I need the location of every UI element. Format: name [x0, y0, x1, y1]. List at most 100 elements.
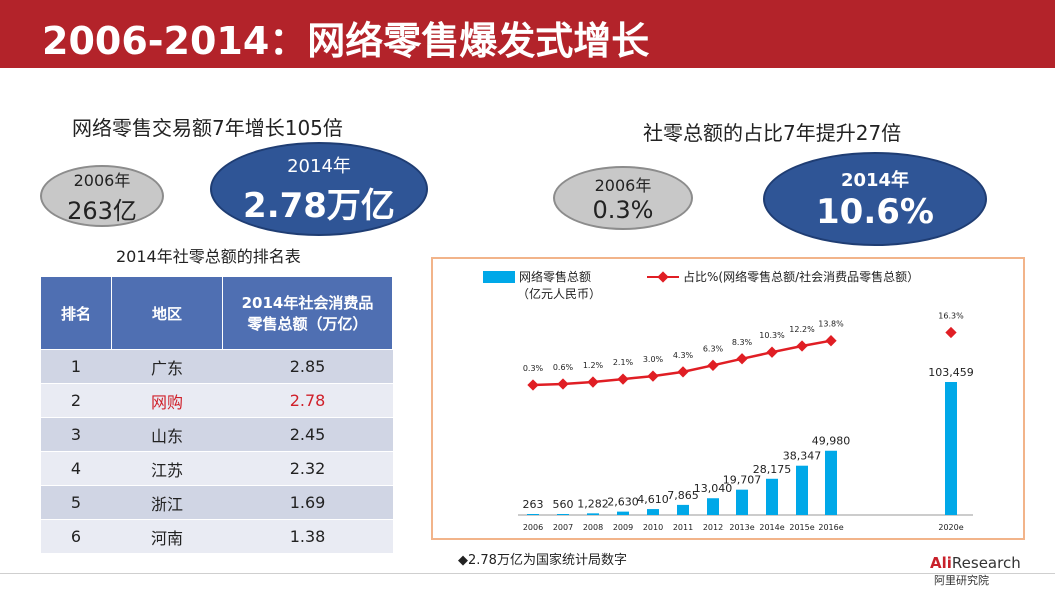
- bar: [527, 514, 539, 515]
- table-title: 2014年社零总额的排名表: [116, 247, 301, 266]
- share-point: [587, 376, 599, 388]
- bottom-divider: [0, 573, 1055, 574]
- share-value-label: 6.3%: [703, 344, 724, 353]
- share-point: [677, 366, 689, 378]
- share-value-label: 1.2%: [583, 361, 604, 370]
- header-value-text: 2014年社会消费品零售总额（万亿）: [241, 294, 374, 333]
- row-rank: 5: [40, 485, 112, 520]
- bar: [677, 504, 689, 515]
- logo-research: Research: [951, 554, 1021, 572]
- header-value: 2014年社会消费品零售总额（万亿）: [222, 276, 393, 350]
- legend-bar-unit: （亿元人民币）: [517, 286, 601, 301]
- footnote: ◆2.78万亿为国家统计局数字: [458, 553, 627, 568]
- logo-top: AliResearch: [930, 554, 1040, 572]
- row-value: 2.85: [222, 349, 393, 384]
- left-grey-year: 2006年: [73, 170, 131, 190]
- right-heading: 社零总额的占比7年提升27倍: [643, 121, 902, 145]
- share-value-label: 10.3%: [759, 331, 785, 340]
- bar-value-label: 38,347: [783, 450, 822, 463]
- x-tick-label: 2011: [673, 523, 693, 532]
- combo-chart: 网络零售总额 （亿元人民币） 占比%(网络零售总额/社会消费品零售总额） 263 200…: [483, 269, 974, 532]
- row-region: 浙江: [111, 485, 223, 520]
- bar: [825, 450, 837, 515]
- table-row: 4 江苏 2.32: [40, 451, 393, 486]
- bar-value-label: 103,459: [928, 366, 974, 379]
- share-line: [532, 339, 832, 387]
- bar: [647, 509, 659, 515]
- row-rank: 4: [40, 451, 112, 486]
- header-rank: 排名: [40, 276, 112, 350]
- bar: [945, 382, 957, 515]
- bar: [557, 514, 569, 515]
- share-value-label: 8.3%: [732, 338, 753, 347]
- row-rank: 3: [40, 417, 112, 452]
- left-blue-value: 2.78万亿: [243, 185, 395, 226]
- left-blue-year: 2014年: [287, 155, 351, 177]
- share-value-label: 13.8%: [818, 320, 844, 329]
- share-value-label: 0.6%: [553, 363, 574, 372]
- x-tick-label: 2020e: [938, 523, 963, 532]
- x-tick-label: 2006: [523, 523, 543, 532]
- right-grey-year: 2006年: [594, 176, 652, 195]
- x-tick-label: 2010: [643, 523, 663, 532]
- chart-panel: 网络零售总额 （亿元人民币） 占比%(网络零售总额/社会消费品零售总额） 263 200…: [431, 257, 1025, 540]
- right-grey-ellipse: 2006年 0.3%: [553, 166, 693, 230]
- bar: [736, 489, 748, 515]
- x-tick-label: 2015e: [789, 523, 814, 532]
- bar: [587, 513, 599, 515]
- row-value: 2.32: [222, 451, 393, 486]
- x-tick-label: 2016e: [818, 523, 843, 532]
- row-rank: 1: [40, 349, 112, 384]
- bar-value-label: 49,980: [812, 435, 851, 448]
- x-tick-label: 2007: [553, 523, 573, 532]
- x-tick-label: 2009: [613, 523, 633, 532]
- bar: [707, 498, 719, 515]
- bar-value-label: 2,630: [607, 496, 639, 509]
- x-tick-label: 2008: [583, 523, 603, 532]
- table-row: 3 山东 2.45: [40, 417, 393, 452]
- row-rank: 6: [40, 519, 112, 554]
- row-region: 网购: [111, 383, 223, 418]
- share-point: [766, 346, 778, 358]
- share-point: [825, 335, 837, 347]
- share-point: [707, 359, 719, 371]
- share-point: [945, 326, 957, 339]
- header-region: 地区: [111, 276, 223, 350]
- left-grey-value: 263亿: [67, 196, 137, 225]
- share-point: [796, 340, 808, 352]
- bar-value-label: 4,610: [637, 493, 669, 506]
- legend-bar-swatch: [483, 271, 515, 283]
- aliresearch-logo: AliResearch 阿里研究院: [930, 554, 1040, 590]
- right-blue-year: 2014年: [840, 170, 910, 191]
- x-tick-label: 2013e: [729, 523, 754, 532]
- bar: [766, 478, 778, 515]
- right-blue-value: 10.6%: [816, 192, 934, 232]
- legend-bar-label: 网络零售总额: [519, 269, 591, 284]
- share-point: [647, 370, 659, 382]
- share-value-label: 4.3%: [673, 351, 694, 360]
- share-value-label: 3.0%: [643, 355, 664, 364]
- bar: [617, 511, 629, 515]
- row-value: 2.78: [222, 383, 393, 418]
- left-heading: 网络零售交易额7年增长105倍: [72, 116, 343, 140]
- share-value-label: 16.3%: [938, 312, 964, 321]
- bar: [796, 465, 808, 515]
- legend-line-marker: [657, 271, 669, 283]
- row-region: 山东: [111, 417, 223, 452]
- share-point: [527, 379, 539, 391]
- row-region: 河南: [111, 519, 223, 554]
- table-row: 2 网购 2.78: [40, 383, 393, 418]
- bar-value-label: 263: [523, 498, 544, 511]
- share-value-label: 0.3%: [523, 364, 544, 373]
- share-point: [557, 378, 569, 390]
- bar-value-label: 1,282: [577, 497, 609, 510]
- share-value-label: 2.1%: [613, 358, 634, 367]
- right-grey-value: 0.3%: [592, 196, 654, 224]
- bar-value-label: 13,040: [694, 482, 733, 495]
- table-header-row: 排名 地区 2014年社会消费品零售总额（万亿）: [40, 276, 393, 350]
- logo-bottom: 阿里研究院: [934, 574, 989, 587]
- bar-value-label: 560: [553, 498, 574, 511]
- right-blue-ellipse: 2014年 10.6%: [763, 152, 987, 246]
- logo-ali: Ali: [930, 554, 952, 572]
- share-point: [617, 373, 629, 385]
